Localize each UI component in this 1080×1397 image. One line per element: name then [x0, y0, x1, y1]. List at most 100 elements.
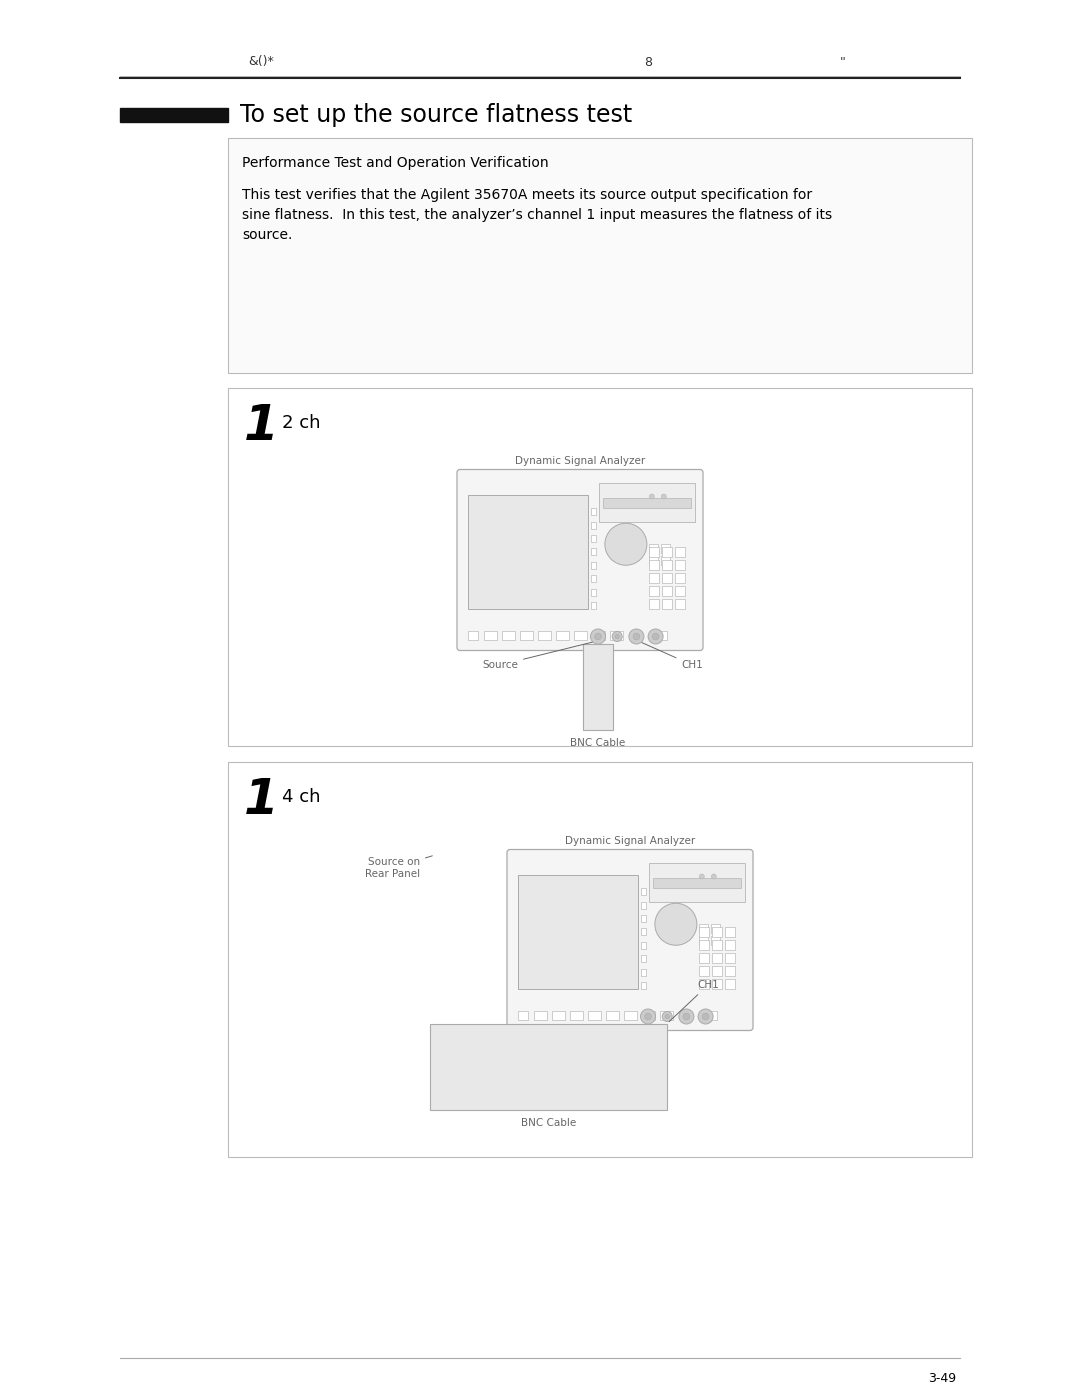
Bar	[699, 940, 708, 950]
Bar	[591, 549, 596, 556]
Bar	[662, 560, 672, 570]
Circle shape	[662, 1011, 672, 1021]
Text: BNC Cable: BNC Cable	[570, 738, 625, 747]
Bar	[649, 560, 659, 570]
Bar	[552, 1010, 565, 1020]
Bar	[591, 588, 596, 595]
Bar	[699, 953, 708, 963]
Bar	[699, 925, 707, 933]
Bar	[649, 556, 658, 566]
Bar	[642, 942, 646, 949]
Bar	[725, 953, 734, 963]
Text: &()*: &()*	[248, 56, 273, 68]
Bar	[649, 548, 659, 557]
Bar	[725, 965, 734, 977]
Bar	[725, 940, 734, 950]
Bar	[588, 1010, 600, 1020]
Bar	[662, 599, 672, 609]
Text: 8: 8	[644, 56, 652, 68]
Bar	[662, 548, 672, 557]
Bar	[519, 630, 534, 640]
Circle shape	[645, 1013, 651, 1020]
Bar	[712, 953, 721, 963]
Circle shape	[698, 1009, 713, 1024]
Bar	[603, 499, 691, 509]
Circle shape	[702, 1013, 708, 1020]
Bar	[518, 876, 638, 989]
Bar	[725, 928, 734, 937]
Bar	[228, 388, 972, 746]
Circle shape	[652, 633, 659, 640]
Circle shape	[679, 1009, 693, 1024]
Bar	[591, 602, 596, 609]
Bar	[591, 509, 596, 515]
Circle shape	[591, 629, 606, 644]
Bar	[675, 585, 685, 597]
Bar	[591, 576, 596, 583]
Circle shape	[654, 904, 697, 946]
Circle shape	[661, 495, 666, 499]
Bar	[642, 915, 646, 922]
Bar	[712, 928, 721, 937]
Bar	[699, 928, 708, 937]
Bar	[502, 630, 515, 640]
Bar	[570, 1010, 583, 1020]
Text: To set up the source flatness test: To set up the source flatness test	[240, 103, 632, 127]
Text: Source: Source	[482, 643, 592, 671]
Bar	[699, 936, 707, 946]
Bar	[556, 630, 569, 640]
Bar	[649, 863, 745, 901]
Circle shape	[665, 1014, 670, 1018]
Bar	[699, 979, 708, 989]
Bar	[675, 548, 685, 557]
Text: 1: 1	[244, 402, 279, 450]
Circle shape	[612, 631, 622, 641]
Circle shape	[595, 633, 602, 640]
Bar	[661, 556, 670, 566]
Circle shape	[615, 634, 620, 638]
FancyBboxPatch shape	[457, 469, 703, 651]
Circle shape	[605, 524, 647, 566]
Bar	[538, 630, 551, 640]
Circle shape	[712, 875, 716, 879]
Bar	[624, 1010, 637, 1020]
Text: 4 ch: 4 ch	[282, 788, 321, 806]
Text: 3-49: 3-49	[928, 1372, 956, 1384]
Text: 1: 1	[244, 775, 279, 824]
Bar	[675, 560, 685, 570]
Bar	[711, 925, 720, 933]
Circle shape	[633, 633, 639, 640]
Bar	[699, 965, 708, 977]
Bar	[468, 496, 588, 609]
Circle shape	[629, 629, 644, 644]
Bar	[642, 968, 646, 975]
Bar	[642, 929, 646, 936]
Text: Source on
Rear Panel: Source on Rear Panel	[365, 856, 432, 879]
Bar	[610, 630, 623, 640]
Bar	[642, 1010, 654, 1020]
Bar	[649, 573, 659, 583]
Bar	[649, 599, 659, 609]
Bar	[712, 979, 721, 989]
Text: CH1: CH1	[642, 643, 703, 671]
Text: Dynamic Signal Analyzer: Dynamic Signal Analyzer	[565, 837, 696, 847]
Bar	[642, 888, 646, 895]
Bar	[712, 940, 721, 950]
Bar	[591, 562, 596, 569]
Bar	[660, 1010, 673, 1020]
Bar	[649, 545, 658, 553]
Text: Performance Test and Operation Verification: Performance Test and Operation Verificat…	[242, 156, 549, 170]
Bar	[484, 630, 497, 640]
Text: Dynamic Signal Analyzer: Dynamic Signal Analyzer	[515, 457, 645, 467]
Bar	[468, 630, 478, 640]
Bar	[430, 1024, 667, 1111]
Circle shape	[648, 629, 663, 644]
Circle shape	[700, 875, 704, 879]
Bar	[711, 936, 720, 946]
Bar	[675, 599, 685, 609]
Text: CH1: CH1	[670, 981, 719, 1021]
Bar	[583, 644, 613, 731]
Bar	[518, 1010, 528, 1020]
Bar	[228, 138, 972, 373]
Circle shape	[683, 1013, 690, 1020]
